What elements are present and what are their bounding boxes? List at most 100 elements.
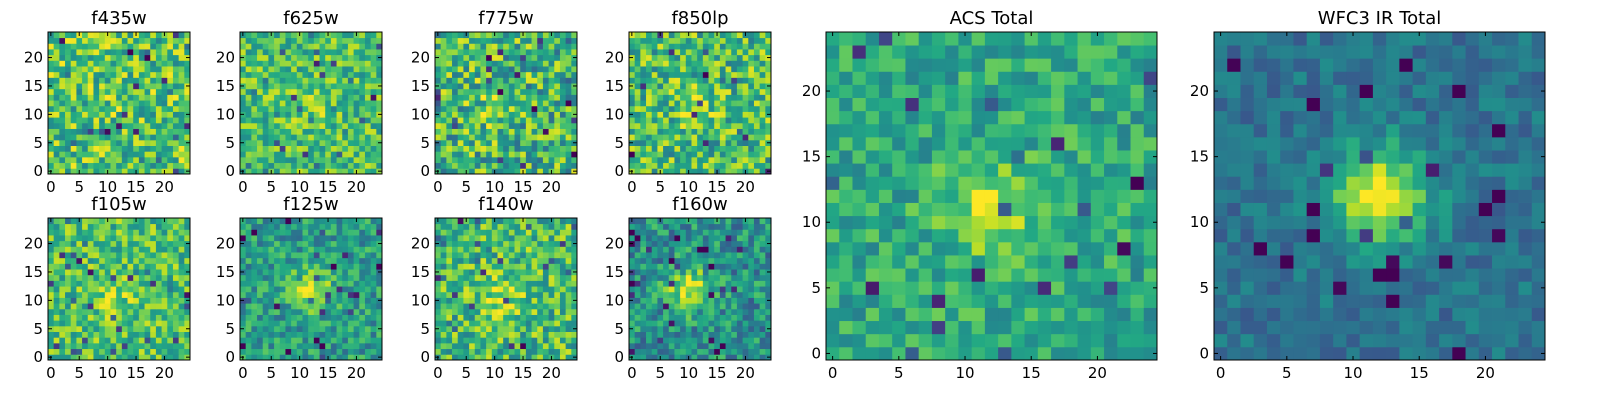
heatmap-cell — [531, 342, 538, 350]
heatmap-cell — [325, 337, 332, 344]
heatmap-cell — [548, 263, 555, 270]
heatmap-cell — [302, 100, 309, 107]
heatmap-cell — [347, 139, 354, 146]
heatmap-cell — [70, 145, 77, 152]
heatmap-cell — [463, 308, 470, 315]
heatmap-cell — [245, 235, 252, 242]
heatmap-cell — [571, 60, 578, 67]
heatmap-cell — [251, 162, 258, 169]
heatmap-cell — [537, 168, 544, 175]
heatmap-cell — [480, 263, 487, 270]
y-tick-label: 15 — [411, 263, 430, 281]
heatmap-cell — [104, 49, 111, 56]
heatmap-cell — [486, 218, 493, 225]
heatmap-cell — [742, 280, 749, 287]
heatmap-cell — [245, 274, 252, 281]
heatmap-cell — [138, 235, 145, 242]
heatmap-cell — [674, 325, 681, 332]
heatmap-cell — [308, 117, 315, 124]
heatmap-cell — [480, 139, 487, 146]
heatmap-cell — [342, 240, 349, 247]
heatmap-cell — [93, 246, 100, 253]
heatmap-cell — [668, 280, 675, 287]
heatmap-cell — [537, 71, 544, 78]
heatmap-cell — [48, 105, 55, 112]
heatmap-cell — [70, 246, 77, 253]
heatmap-cell — [708, 354, 715, 361]
heatmap-cell — [116, 252, 123, 259]
heatmap-cell — [285, 162, 292, 169]
heatmap-cell — [121, 71, 128, 78]
heatmap-cell — [457, 88, 464, 95]
heatmap-cell — [53, 325, 60, 332]
heatmap-cell — [262, 331, 269, 338]
heatmap-cell — [319, 246, 326, 253]
heatmap-cell — [167, 156, 174, 164]
heatmap-cell — [565, 122, 572, 129]
heatmap-cell — [359, 100, 366, 107]
heatmap-cell — [520, 297, 527, 304]
heatmap-cell — [133, 117, 140, 124]
heatmap-cell — [657, 122, 664, 129]
heatmap-cell — [70, 37, 77, 44]
heatmap-cell — [116, 223, 123, 230]
heatmap-cell — [736, 117, 743, 124]
heatmap-cell — [548, 54, 555, 61]
heatmap-cell — [491, 37, 498, 44]
heatmap-cell — [342, 151, 349, 158]
heatmap-cell — [364, 100, 372, 107]
heatmap-cell — [497, 83, 504, 90]
heatmap-cell — [680, 280, 687, 287]
heatmap-cell — [537, 122, 544, 129]
heatmap-cell — [99, 218, 106, 225]
heatmap-cell — [274, 43, 281, 50]
heatmap-cell — [469, 71, 476, 78]
heatmap-cell — [257, 240, 264, 247]
heatmap-cell — [53, 94, 60, 101]
heatmap-cell — [531, 218, 538, 225]
heatmap-cell — [554, 162, 561, 169]
heatmap-cell — [452, 37, 459, 44]
heatmap-cell — [657, 60, 664, 67]
heatmap-cell — [155, 162, 162, 169]
x-tick-label: 5 — [461, 178, 471, 196]
heatmap-cell — [440, 117, 447, 124]
heatmap-cell — [184, 252, 191, 259]
heatmap-cell — [353, 162, 360, 169]
heatmap-cell — [313, 325, 320, 332]
heatmap-cell — [184, 280, 191, 287]
heatmap-cell — [144, 54, 151, 61]
heatmap-cell — [634, 145, 641, 152]
heatmap-cell — [342, 43, 349, 50]
heatmap-cell — [127, 105, 134, 112]
heatmap-cell — [251, 218, 258, 225]
heatmap-cell — [144, 117, 151, 124]
heatmap-cell — [172, 128, 180, 135]
heatmap-cell — [685, 337, 692, 344]
heatmap-cell — [155, 151, 162, 158]
heatmap-cell — [731, 139, 738, 146]
heatmap-cell — [82, 235, 89, 242]
heatmap-cell — [121, 32, 128, 39]
heatmap-cell — [336, 71, 343, 78]
heatmap-cell — [99, 291, 106, 298]
heatmap-cell — [474, 246, 481, 253]
heatmap-cell — [93, 77, 100, 84]
heatmap-cell — [376, 320, 383, 327]
heatmap-cell — [469, 162, 476, 169]
heatmap-cell — [674, 37, 681, 44]
heatmap-cell — [82, 128, 89, 135]
heatmap-cell — [353, 297, 360, 304]
heatmap-cell — [150, 252, 157, 259]
heatmap-cell — [663, 320, 670, 327]
heatmap-cell — [503, 229, 510, 236]
heatmap-cell — [525, 235, 532, 242]
heatmap-cell — [571, 337, 578, 344]
heatmap-cell — [184, 246, 191, 253]
heatmap-cell — [279, 83, 286, 90]
heatmap-cell — [668, 77, 675, 84]
heatmap-cell — [765, 156, 772, 164]
heatmap-cell — [302, 314, 309, 321]
heatmap-cell — [155, 32, 162, 39]
heatmap-cell — [663, 168, 670, 175]
